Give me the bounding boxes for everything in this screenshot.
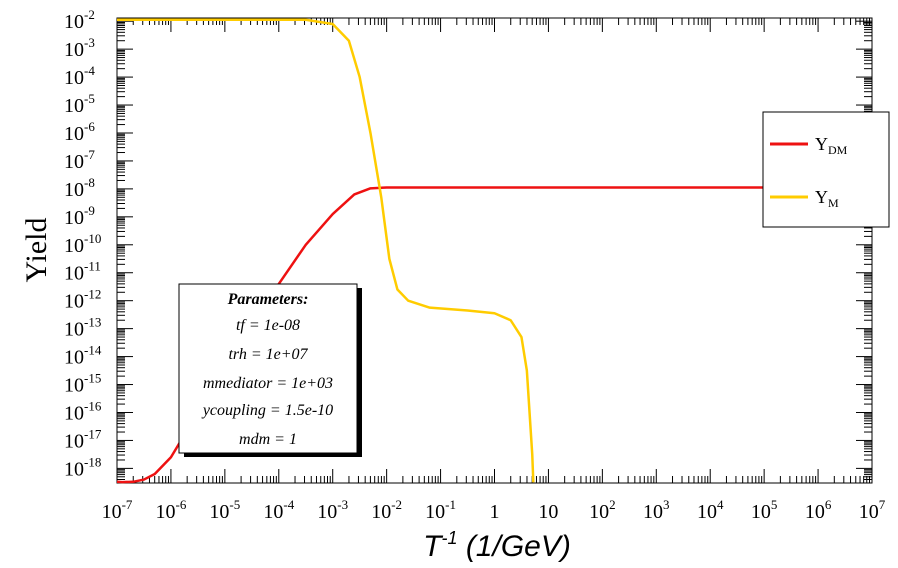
y-tick-label: 10-11: [64, 259, 101, 285]
x-tick-label: 10-1: [425, 497, 456, 523]
x-tick-labels: 10-7 10-6 10-5 10-4 10-3 10-2 10-1 1 10 102 103 104…: [102, 497, 886, 523]
x-axis-title-sup: -1: [441, 528, 457, 548]
y-tick-label: 10-4: [64, 63, 95, 89]
x-tick-label: 10-7: [102, 497, 133, 523]
x-axis-title-rest: (1/GeV): [457, 530, 570, 563]
y-axis-title: Yield: [20, 218, 53, 283]
y-tick-labels: 10-210-310-410-510-610-710-810-910-1010-…: [64, 7, 102, 480]
legend-label-y-m: YM: [815, 187, 839, 210]
x-tick-label: 10-3: [317, 497, 348, 523]
legend-box: [762, 111, 890, 228]
parameter-ycoupling: ycoupling = 1.5e-10: [201, 402, 333, 419]
x-axis-title: T-1 (1/GeV): [423, 528, 571, 563]
y-tick-label: 10-7: [64, 147, 95, 173]
x-tick-label: 105: [751, 497, 778, 523]
y-tick-label: 10-12: [64, 287, 101, 313]
x-tick-label: 10-6: [156, 497, 187, 523]
y-tick-label: 10-6: [64, 119, 95, 145]
parameter-mmediator: mmediator = 1e+03: [203, 375, 333, 392]
y-tick-label: 10-9: [64, 203, 95, 229]
y-tick-label: 10-3: [64, 35, 95, 61]
x-tick-label: 10: [538, 501, 558, 523]
x-tick-label: 103: [643, 497, 670, 523]
y-tick-label: 10-16: [64, 398, 102, 424]
parameters-box-frame: [178, 283, 358, 454]
y-tick-label: 10-14: [64, 343, 102, 369]
x-tick-label: 1: [490, 501, 500, 523]
parameters-title: Parameters:: [227, 291, 309, 308]
y-tick-label: 10-15: [64, 371, 101, 397]
parameter-tf: tf = 1e-08: [236, 317, 300, 334]
y-tick-label: 10-5: [64, 91, 95, 117]
y-tick-label: 10-8: [64, 175, 95, 201]
x-tick-label: 106: [805, 497, 832, 523]
parameter-trh: trh = 1e+07: [228, 346, 308, 363]
y-tick-label: 10-18: [64, 454, 101, 480]
x-tick-label: 104: [697, 497, 724, 523]
parameters-box: Parameters: tf = 1e-08 trh = 1e+07 mmedi…: [178, 283, 362, 457]
x-axis-title-base: T: [423, 530, 444, 563]
major-ticks: [116, 18, 873, 483]
y-tick-label: 10-10: [64, 231, 101, 257]
y-tick-label: 10-17: [64, 426, 102, 452]
x-tick-label: 102: [589, 497, 616, 523]
x-tick-label: 10-5: [209, 497, 240, 523]
legend: YDM YM: [762, 111, 890, 228]
x-tick-label: 10-4: [263, 497, 294, 523]
parameter-mdm: mdm = 1: [239, 431, 297, 448]
series-line-y-m: [117, 18, 535, 483]
legend-label-y-dm: YDM: [815, 134, 848, 157]
y-tick-label: 10-2: [64, 7, 95, 33]
x-tick-label: 10-2: [371, 497, 402, 523]
x-tick-label: 107: [859, 497, 886, 523]
y-tick-label: 10-13: [64, 315, 101, 341]
